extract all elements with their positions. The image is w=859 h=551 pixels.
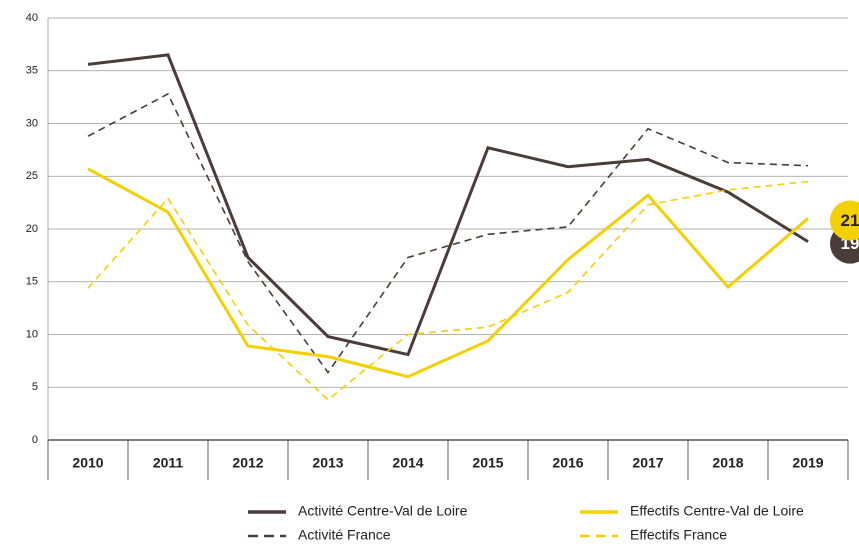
y-tick-label: 10 bbox=[26, 328, 38, 340]
end-label-badge bbox=[830, 200, 859, 241]
legend-label: Effectifs Centre-Val de Loire bbox=[630, 503, 804, 519]
x-tick-label: 2014 bbox=[392, 455, 423, 471]
x-tick-label: 2018 bbox=[712, 455, 743, 471]
y-tick-label: 20 bbox=[26, 223, 38, 235]
x-tick-label: 2016 bbox=[552, 455, 583, 471]
x-tick-label: 2019 bbox=[792, 455, 823, 471]
series-line bbox=[87, 53, 809, 357]
y-tick-label: 35 bbox=[26, 65, 38, 77]
x-tick-label: 2017 bbox=[632, 455, 663, 471]
x-tick-label: 2013 bbox=[312, 455, 343, 471]
y-tick-label: 25 bbox=[26, 170, 38, 182]
x-tick-label: 2015 bbox=[472, 455, 503, 471]
series-line bbox=[87, 180, 809, 401]
x-tick-label: 2012 bbox=[232, 455, 263, 471]
y-tick-label: 5 bbox=[32, 381, 38, 393]
legend-label: Activité France bbox=[298, 527, 391, 543]
legend-label: Activité Centre-Val de Loire bbox=[298, 503, 468, 519]
y-tick-label: 30 bbox=[26, 117, 38, 129]
y-tick-label: 40 bbox=[26, 12, 38, 24]
legend-label: Effectifs France bbox=[630, 527, 727, 543]
x-tick-label: 2010 bbox=[72, 455, 103, 471]
end-label: 21 bbox=[841, 211, 859, 230]
series-line bbox=[87, 92, 809, 374]
y-tick-label: 15 bbox=[26, 276, 38, 288]
x-tick-label: 2011 bbox=[153, 455, 184, 471]
series-line bbox=[87, 167, 809, 379]
y-tick-label: 0 bbox=[32, 434, 38, 446]
